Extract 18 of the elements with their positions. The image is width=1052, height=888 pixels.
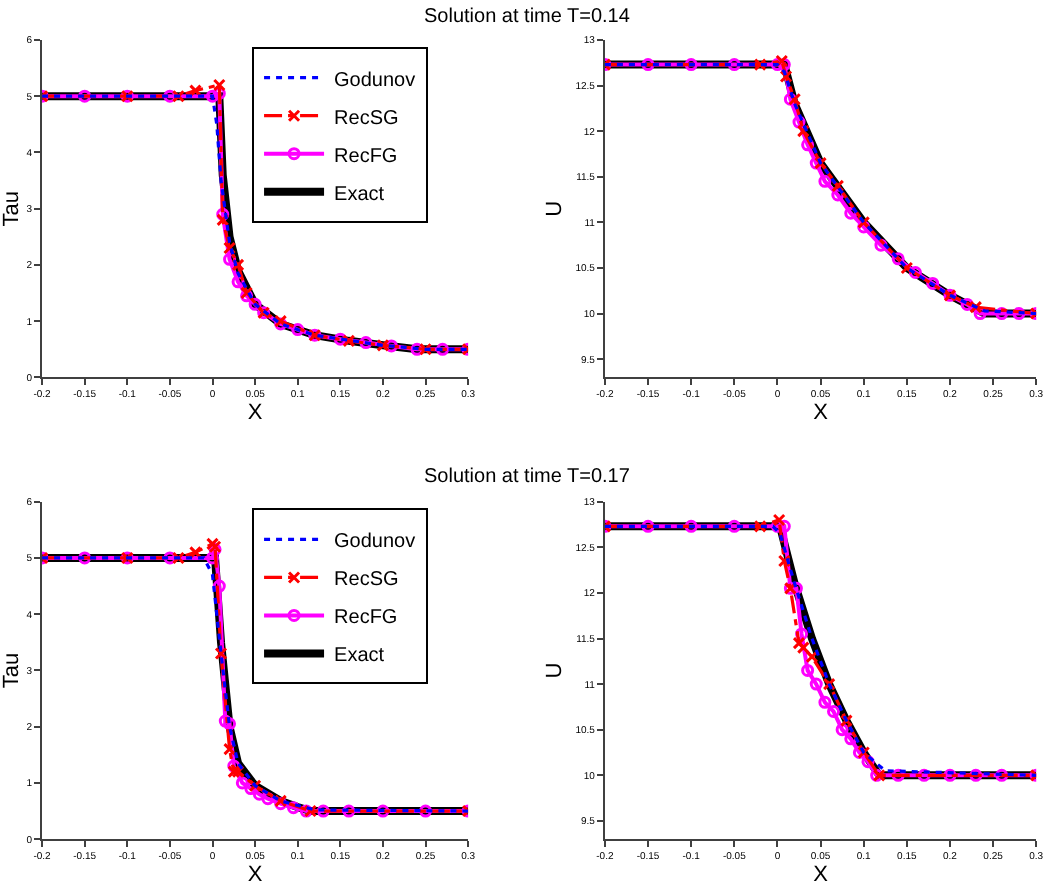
legend-label: Exact — [334, 183, 385, 206]
legend-label: Exact — [334, 645, 385, 668]
x-axis-title: X — [813, 401, 830, 426]
text: Solution at time T=0.17 — [424, 466, 631, 488]
x-axis-title: X — [247, 863, 264, 888]
legend-label: Godunov — [334, 69, 416, 92]
y-axis-title: U — [542, 662, 567, 679]
x-axis-title: X — [813, 863, 830, 888]
legend-label: RecSG — [334, 107, 399, 130]
text: Solution at time T=0.14 — [424, 6, 631, 28]
y-axis-title: U — [542, 200, 567, 217]
legend-label: RecFG — [334, 607, 398, 630]
legend-label: Godunov — [334, 531, 416, 554]
x-axis-title: X — [247, 401, 264, 426]
legend-label: RecSG — [334, 569, 399, 592]
legend-label: RecFG — [334, 145, 398, 168]
y-axis-title: Tau — [0, 652, 24, 689]
y-axis-title: Tau — [0, 190, 24, 227]
